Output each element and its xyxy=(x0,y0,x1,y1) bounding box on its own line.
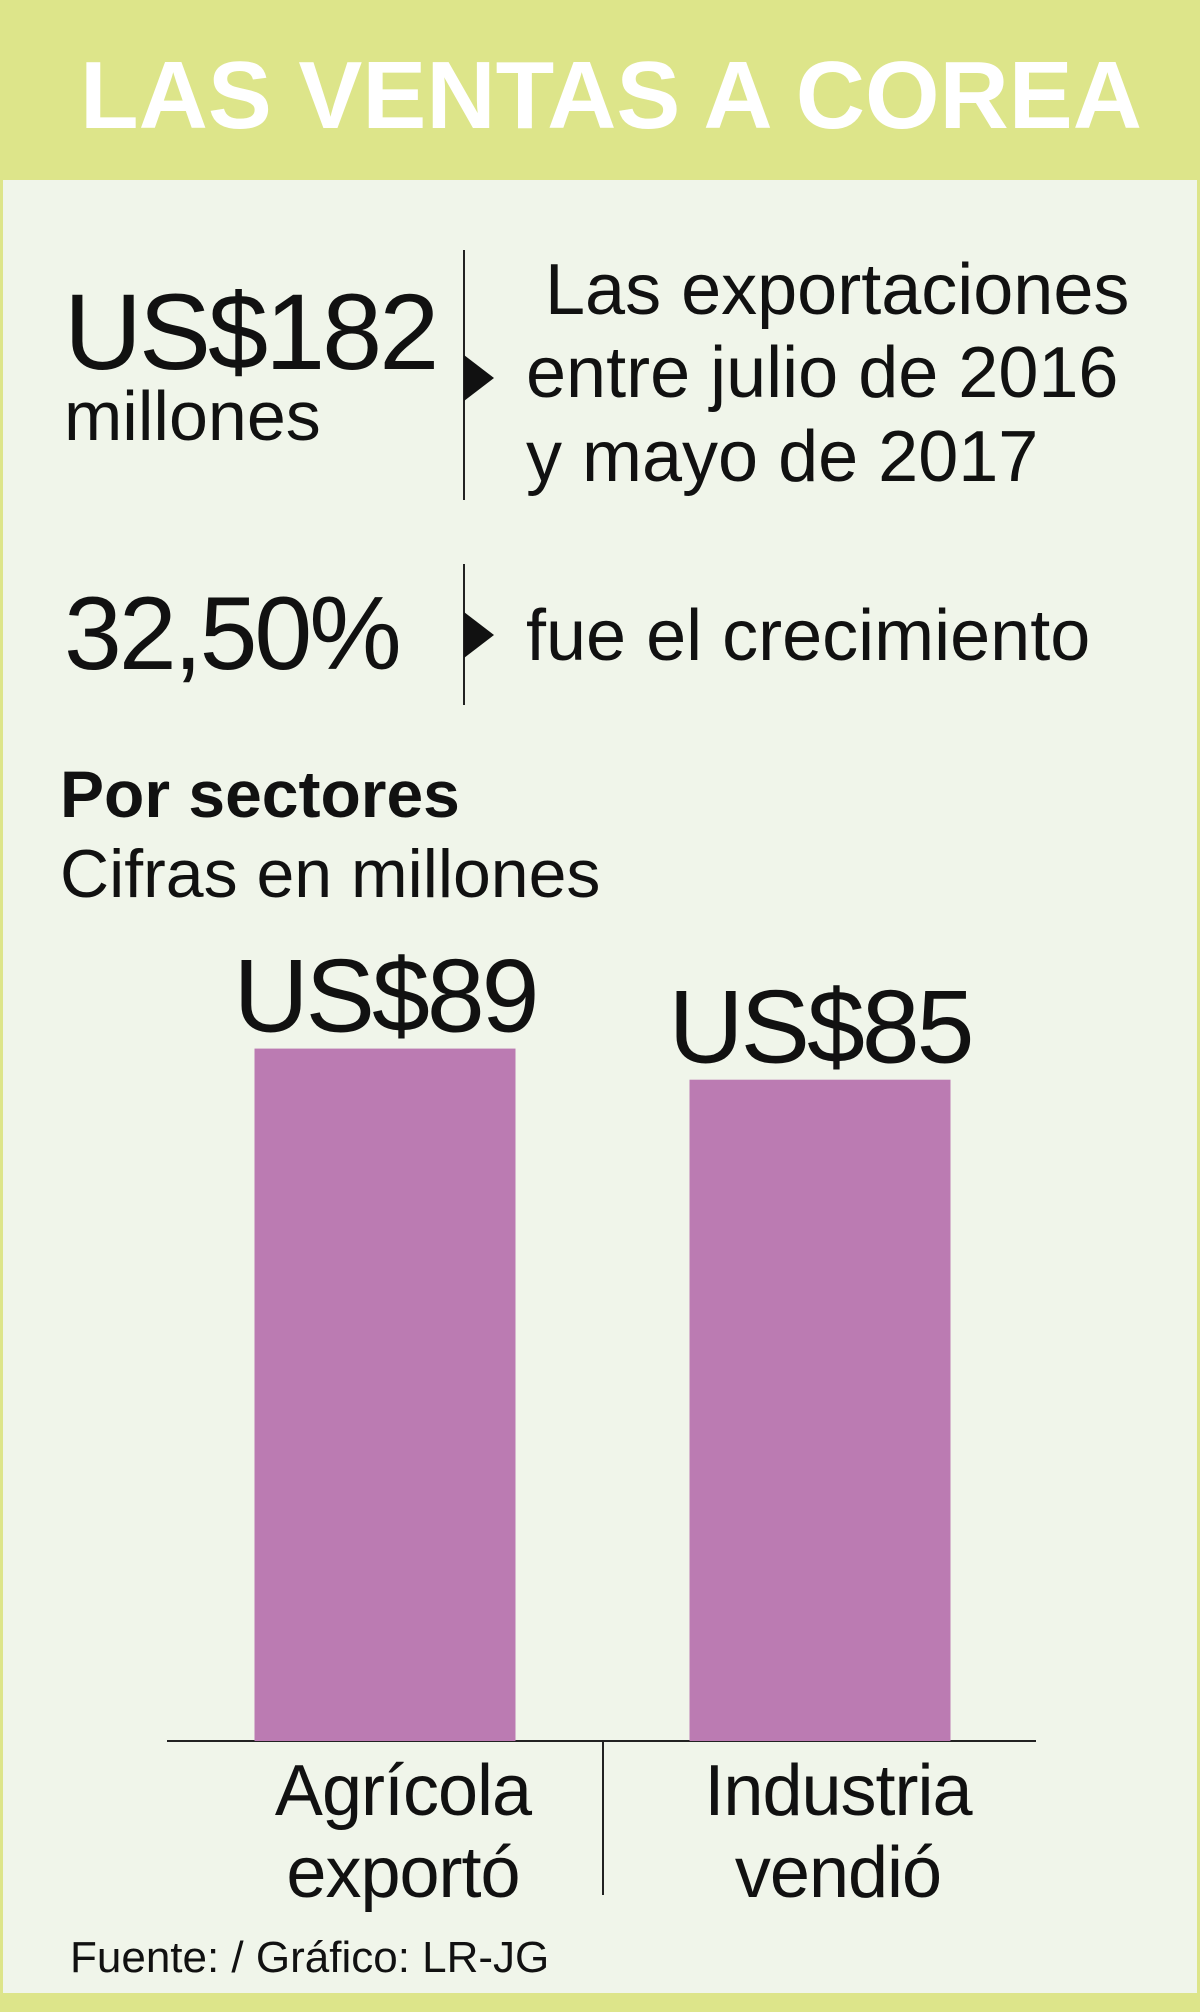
value-label: US$85 xyxy=(669,970,972,1086)
footer-band xyxy=(0,1993,1200,2012)
category-label: Agrícola exportó xyxy=(274,1751,532,1913)
stat-unit: millones xyxy=(64,377,321,455)
header-band xyxy=(0,0,1200,180)
category-label: Industria vendió xyxy=(704,1751,972,1913)
pointer xyxy=(464,355,494,401)
stat-description: fue el crecimiento xyxy=(526,596,1090,676)
stat-value: 32,50% xyxy=(64,576,399,692)
stat-description: Las exportaciones xyxy=(545,250,1129,330)
stat-description: y mayo de 2017 xyxy=(526,417,1038,497)
stat-description: entre julio de 2016 xyxy=(526,333,1118,413)
pointer xyxy=(464,612,494,658)
value-label: US$89 xyxy=(234,939,537,1055)
chart-title: Por sectores xyxy=(60,757,460,831)
chart-subtitle: Cifras en millones xyxy=(60,836,600,912)
title: LAS VENTAS A COREA xyxy=(80,42,1142,149)
bar xyxy=(689,1079,951,1741)
bar xyxy=(254,1048,516,1741)
source: Fuente: / Gráfico: LR-JG xyxy=(70,1933,549,1982)
stat-value: US$182 xyxy=(64,271,436,392)
